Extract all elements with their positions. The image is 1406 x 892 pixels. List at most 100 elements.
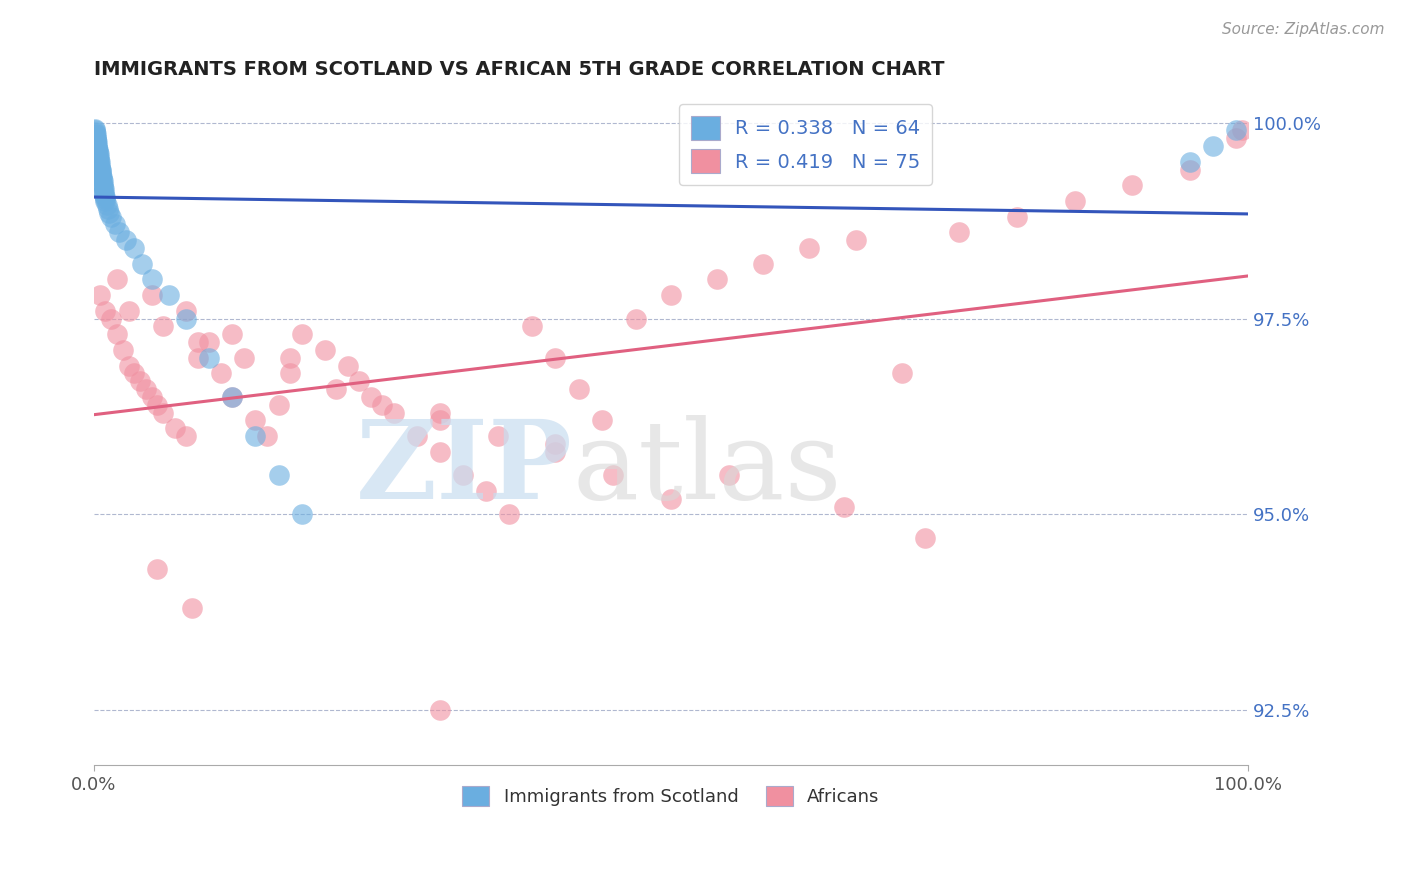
Legend: Immigrants from Scotland, Africans: Immigrants from Scotland, Africans <box>456 779 887 814</box>
Point <box>198 334 221 349</box>
Text: Source: ZipAtlas.com: Source: ZipAtlas.com <box>1222 22 1385 37</box>
Point <box>209 367 232 381</box>
Point <box>429 444 451 458</box>
Point <box>84 123 107 137</box>
Point <box>100 311 122 326</box>
Point <box>221 327 243 342</box>
Point <box>245 413 267 427</box>
Point <box>1178 162 1201 177</box>
Point <box>1225 131 1247 145</box>
Point <box>86 141 108 155</box>
Point <box>544 437 567 451</box>
Point <box>1225 123 1247 137</box>
Point <box>141 390 163 404</box>
Point <box>187 351 209 365</box>
Point <box>117 303 139 318</box>
Point <box>799 241 821 255</box>
Point <box>1063 194 1085 208</box>
Point <box>591 413 613 427</box>
Point <box>914 531 936 545</box>
Point <box>429 703 451 717</box>
Point <box>86 141 108 155</box>
Text: atlas: atlas <box>572 415 842 522</box>
Point <box>245 429 267 443</box>
Point <box>93 186 115 201</box>
Point <box>90 167 112 181</box>
Point <box>498 508 520 522</box>
Point <box>97 205 120 219</box>
Point <box>93 185 115 199</box>
Point <box>104 218 127 232</box>
Point <box>91 170 114 185</box>
Point <box>84 131 107 145</box>
Point <box>568 382 591 396</box>
Point <box>84 131 107 145</box>
Point <box>94 190 117 204</box>
Point <box>267 468 290 483</box>
Point <box>105 327 128 342</box>
Point <box>135 382 157 396</box>
Point <box>146 398 169 412</box>
Point <box>84 137 107 152</box>
Point <box>475 483 498 498</box>
Point <box>198 351 221 365</box>
Point <box>1121 178 1143 193</box>
Point <box>544 444 567 458</box>
Point <box>267 398 290 412</box>
Point <box>146 562 169 576</box>
Point <box>152 406 174 420</box>
Point <box>89 161 111 175</box>
Point <box>141 288 163 302</box>
Point <box>717 468 740 483</box>
Point <box>115 233 138 247</box>
Point <box>1005 210 1028 224</box>
Point <box>544 351 567 365</box>
Point <box>336 359 359 373</box>
Point <box>1178 154 1201 169</box>
Point <box>157 288 180 302</box>
Point <box>124 241 146 255</box>
Point <box>1230 123 1253 137</box>
Point <box>325 382 347 396</box>
Point <box>90 172 112 186</box>
Point <box>96 198 118 212</box>
Point <box>626 311 648 326</box>
Point <box>93 187 115 202</box>
Point <box>382 406 405 420</box>
Point <box>83 125 105 139</box>
Point <box>522 319 544 334</box>
Point <box>87 153 110 168</box>
Point <box>93 182 115 196</box>
Point <box>124 367 146 381</box>
Point <box>89 159 111 173</box>
Point <box>429 406 451 420</box>
Point <box>181 601 204 615</box>
Point <box>105 272 128 286</box>
Point <box>1202 139 1225 153</box>
Point <box>111 343 134 357</box>
Point <box>87 147 110 161</box>
Point <box>752 257 775 271</box>
Point <box>429 413 451 427</box>
Point <box>451 468 474 483</box>
Point <box>486 429 509 443</box>
Point <box>278 367 301 381</box>
Point <box>91 179 114 194</box>
Point <box>94 303 117 318</box>
Point <box>94 194 117 208</box>
Text: IMMIGRANTS FROM SCOTLAND VS AFRICAN 5TH GRADE CORRELATION CHART: IMMIGRANTS FROM SCOTLAND VS AFRICAN 5TH … <box>94 60 945 78</box>
Point <box>84 128 107 143</box>
Point <box>890 367 912 381</box>
Point <box>90 169 112 183</box>
Point <box>86 135 108 149</box>
Point <box>83 121 105 136</box>
Point <box>174 429 197 443</box>
Point <box>291 508 314 522</box>
Point <box>87 148 110 162</box>
Point <box>256 429 278 443</box>
Point <box>84 128 107 142</box>
Point <box>87 151 110 165</box>
Point <box>360 390 382 404</box>
Point <box>187 334 209 349</box>
Point <box>232 351 254 365</box>
